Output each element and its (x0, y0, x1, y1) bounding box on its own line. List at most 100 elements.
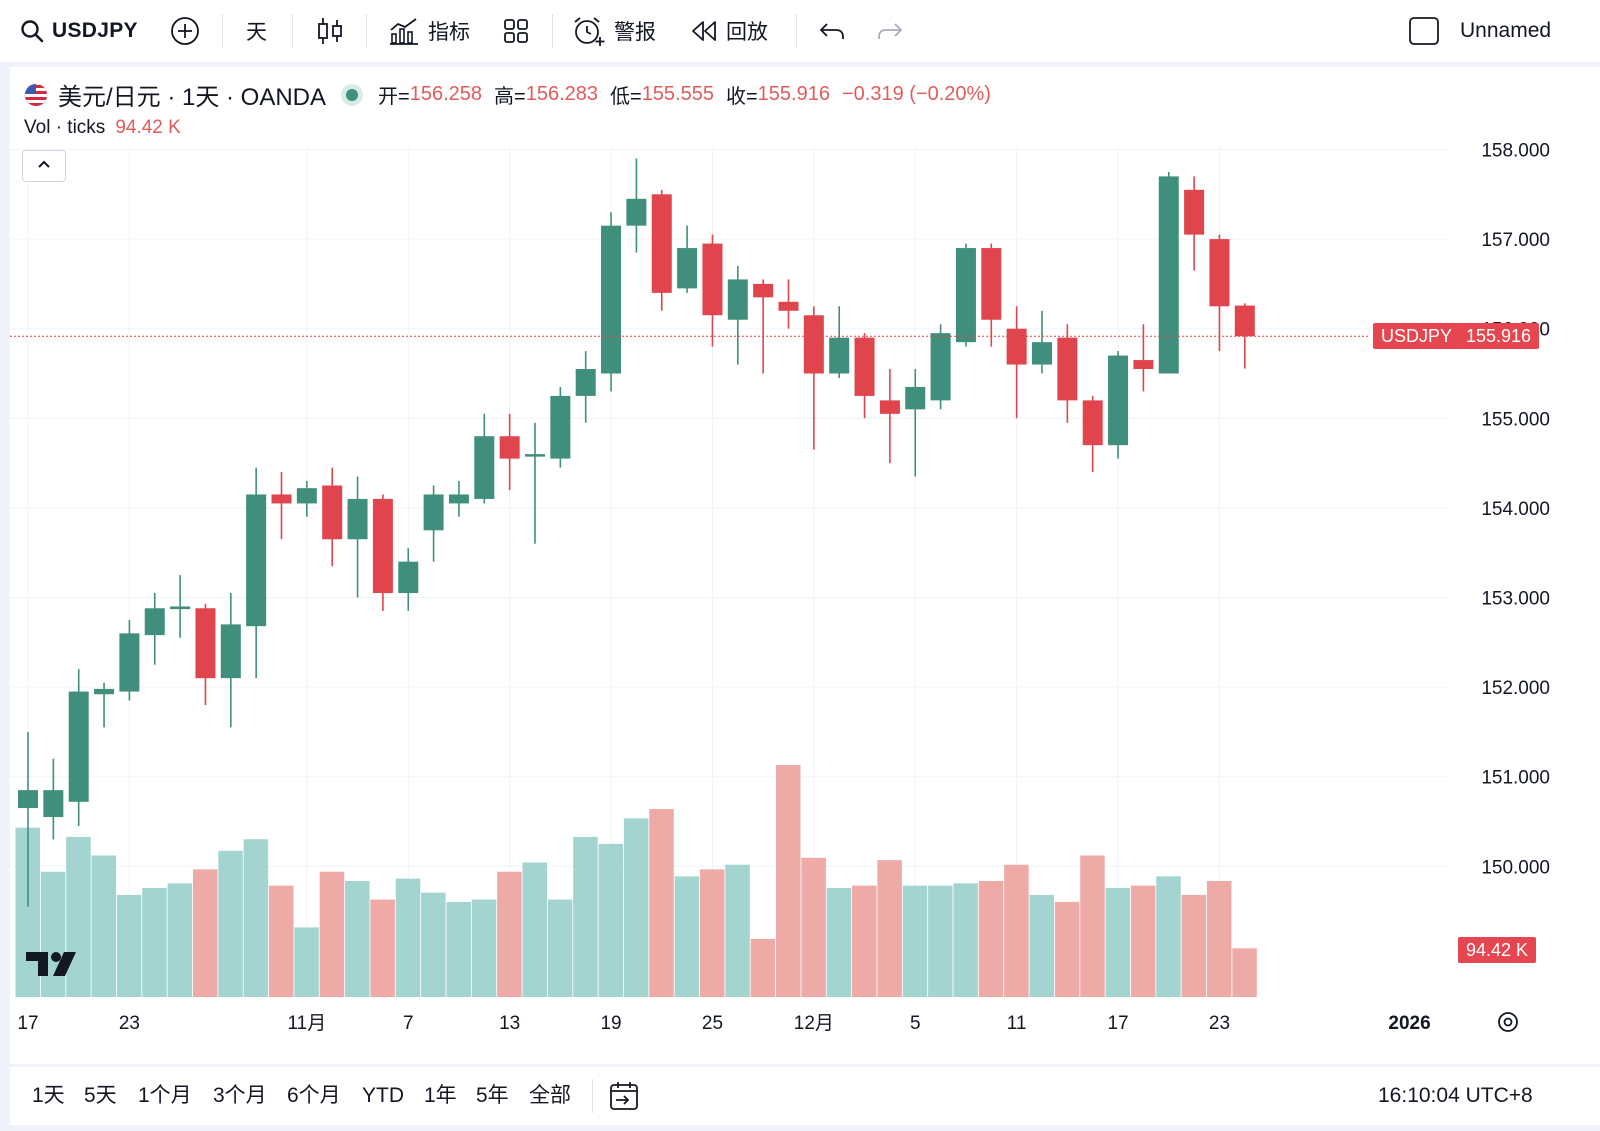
range-ytd[interactable]: YTD (362, 1084, 404, 1107)
bottom-divider (592, 1079, 593, 1113)
change-value: −0.319 (−0.20%) (841, 83, 991, 105)
candle-body (727, 279, 748, 320)
candle-body (94, 688, 115, 695)
market-status-dot[interactable] (346, 88, 359, 101)
range-5y[interactable]: 5年 (476, 1084, 509, 1107)
close-label: 收= (725, 86, 758, 108)
volume-bar (1080, 855, 1105, 997)
alerts-button[interactable]: 警报 (572, 0, 656, 62)
y-tick-label: 157.000 (1481, 230, 1550, 251)
close-value: 155.916 (757, 83, 830, 105)
volume-bar (699, 869, 725, 997)
us-flag-icon (24, 83, 48, 107)
volume-bar (1232, 948, 1257, 997)
chart-canvas[interactable]: 158.000157.000156.000155.000154.000153.0… (10, 67, 1600, 1064)
candle-body (296, 488, 317, 504)
y-tick-label: 152.000 (1481, 678, 1550, 699)
candle-body (1184, 189, 1205, 235)
volume-bar (446, 901, 471, 997)
x-tick-label: 5 (910, 1013, 921, 1034)
layout-grid-button[interactable] (502, 0, 530, 62)
candle-body (981, 248, 1002, 320)
rewind-icon (690, 19, 718, 43)
legend-title[interactable]: 美元/日元 · 1天 · OANDA (58, 84, 327, 111)
volume-bar (421, 892, 446, 997)
goto-date-button[interactable] (608, 1080, 640, 1117)
candle-body (119, 633, 140, 692)
tradingview-logo[interactable] (26, 952, 76, 976)
range-all[interactable]: 全部 (529, 1084, 571, 1107)
x-tick-label: 17 (17, 1013, 38, 1034)
x-tick-label: 11月 (287, 1013, 326, 1034)
candle-body (398, 561, 419, 594)
compare-symbol-button[interactable] (170, 0, 200, 62)
volume-bar (826, 887, 852, 997)
collapse-legend-button[interactable] (22, 150, 66, 182)
candle-body (651, 194, 672, 293)
chevron-up-icon (36, 157, 52, 175)
volume-bar (1156, 876, 1181, 997)
x-tick-label: 19 (600, 1013, 621, 1034)
layout-name-button[interactable]: Unnamed (1408, 0, 1551, 62)
legend-volume: Vol · ticks 94.42 K (24, 117, 181, 139)
candle-body (499, 436, 520, 459)
candle-body (1209, 239, 1230, 307)
candle-body (1057, 337, 1078, 401)
candle-body (43, 790, 64, 818)
x-tick-label: 13 (499, 1013, 520, 1034)
layout-name: Unnamed (1460, 19, 1552, 42)
x-tick-label: 11 (1007, 1013, 1027, 1034)
volume-bar (750, 939, 776, 997)
volume-bar (547, 899, 573, 997)
redo-icon (876, 19, 904, 43)
indicators-button[interactable]: 指标 (388, 0, 470, 62)
x-tick-label: 2026 (1388, 1013, 1430, 1034)
candle-body (955, 248, 976, 343)
volume-bar (623, 818, 649, 997)
x-tick-label: 12月 (794, 1013, 834, 1034)
alerts-label: 警报 (614, 21, 656, 44)
range-1y[interactable]: 1年 (424, 1084, 457, 1107)
volume-bar (776, 765, 801, 997)
range-1m[interactable]: 1个月 (138, 1084, 192, 1107)
range-6m[interactable]: 6个月 (287, 1084, 341, 1107)
volume-bar (953, 883, 978, 997)
settings-gear-icon[interactable] (1498, 1012, 1518, 1032)
candle-body (372, 498, 393, 594)
interval-button[interactable]: 天 (246, 0, 267, 62)
chart-type-button[interactable] (316, 0, 344, 62)
open-label: 开= (378, 86, 410, 108)
volume-bar (319, 871, 345, 997)
candle-body (144, 608, 165, 636)
volume-bar (522, 862, 547, 997)
candle-body (347, 498, 368, 540)
redo-button[interactable] (876, 0, 904, 62)
volume-bar (243, 839, 269, 997)
candle-body (702, 243, 723, 316)
candle-body (1006, 328, 1027, 365)
candle-body (879, 400, 900, 414)
volume-bar (902, 885, 928, 997)
chart-panel[interactable]: 158.000157.000156.000155.000154.000153.0… (10, 67, 1600, 1064)
x-tick-label: 23 (119, 1013, 140, 1034)
calendar-arrow-icon (608, 1082, 640, 1116)
range-3m[interactable]: 3个月 (213, 1084, 267, 1107)
symbol-search[interactable]: USDJPY (20, 0, 138, 62)
volume-label[interactable]: Vol · ticks (24, 117, 106, 138)
candle-body (220, 624, 241, 679)
replay-button[interactable]: 回放 (690, 0, 768, 62)
legend-main: 美元/日元 · 1天 · OANDA 开= 156.258 高= 156.283… (24, 77, 991, 112)
candle-body (1082, 400, 1103, 446)
replay-label: 回放 (726, 21, 768, 44)
volume-bar (497, 871, 522, 997)
volume-bar (395, 878, 421, 997)
undo-button[interactable] (818, 0, 846, 62)
candle-body (753, 283, 774, 298)
symbol-name: USDJPY (52, 19, 138, 42)
volume-bar (877, 860, 902, 997)
clock[interactable]: 16:10:04 UTC+8 (1378, 1084, 1533, 1107)
plus-circle-icon (170, 16, 200, 46)
range-1d[interactable]: 1天 (32, 1084, 65, 1107)
range-5d[interactable]: 5天 (84, 1084, 117, 1107)
x-tick-label: 17 (1107, 1013, 1128, 1034)
